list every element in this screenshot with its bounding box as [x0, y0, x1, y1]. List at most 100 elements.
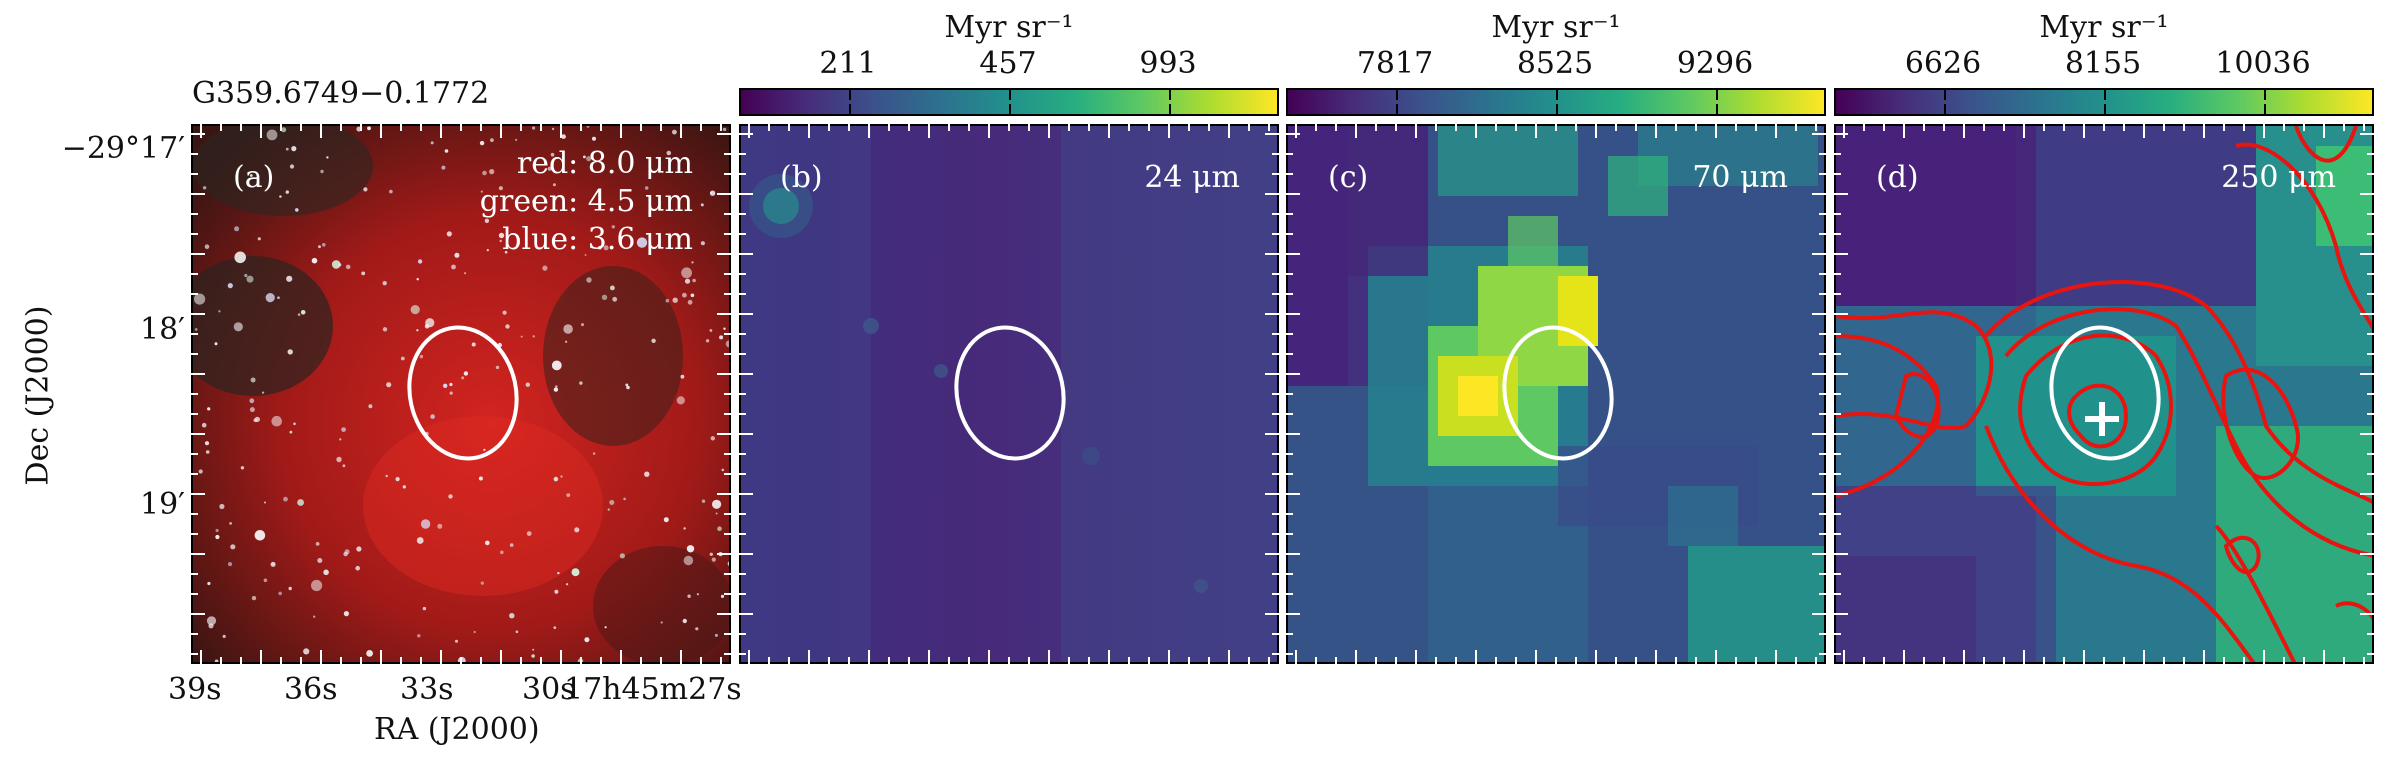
star: [208, 623, 214, 629]
star: [449, 382, 453, 387]
star: [229, 522, 232, 525]
star: [227, 562, 233, 567]
star: [410, 305, 420, 315]
star: [592, 452, 596, 455]
star: [344, 549, 350, 555]
star: [701, 499, 706, 503]
star: [497, 342, 502, 348]
star: [473, 630, 476, 634]
star: [222, 634, 226, 638]
colorbar-24um: [739, 88, 1279, 116]
star: [526, 531, 532, 536]
colorbar-unit-d: Myr sr⁻¹: [2039, 10, 2169, 45]
star: [204, 244, 210, 249]
star: [441, 165, 446, 170]
star: [550, 152, 555, 157]
colorbar-tick: 8525: [1516, 46, 1594, 81]
star: [367, 126, 371, 131]
star: [215, 528, 219, 533]
star: [623, 497, 626, 501]
rgb-legend-red: red: 8.0 μm: [516, 146, 693, 181]
band-label-c: 70 μm: [1692, 160, 1788, 195]
star: [205, 450, 210, 454]
panel-d-250um-image: [1834, 124, 2374, 664]
star: [610, 285, 615, 291]
star: [331, 260, 341, 269]
star: [356, 126, 362, 132]
star: [563, 324, 573, 334]
star: [214, 659, 219, 662]
dec-tick-label: −29°17′: [61, 131, 185, 166]
star: [471, 342, 476, 347]
star: [451, 264, 456, 270]
star: [295, 208, 299, 212]
star: [368, 404, 373, 409]
star: [254, 530, 266, 541]
ra-tick-label: 33s: [400, 672, 454, 707]
star: [547, 166, 552, 171]
star: [449, 391, 453, 395]
source-title: G359.6749−0.1772: [192, 76, 490, 111]
panel-b-24um-image: [739, 124, 1279, 664]
star: [644, 471, 650, 477]
star: [502, 310, 507, 315]
star: [690, 293, 695, 298]
ra-tick-label: 30s: [522, 672, 576, 707]
colorbar-tick: 993: [1139, 46, 1197, 81]
star: [598, 245, 602, 250]
star: [687, 299, 693, 305]
star: [263, 578, 268, 583]
star: [361, 271, 366, 276]
star: [446, 231, 452, 237]
star: [533, 662, 536, 664]
star: [297, 499, 304, 506]
star: [194, 293, 206, 305]
star: [448, 494, 453, 499]
star: [553, 476, 559, 482]
star: [489, 169, 495, 175]
star: [234, 251, 246, 264]
star: [249, 407, 255, 413]
colorbar-tick: 457: [979, 46, 1037, 81]
star: [626, 385, 630, 390]
star: [700, 203, 704, 207]
star: [320, 169, 324, 174]
star: [318, 245, 321, 249]
star: [705, 339, 710, 343]
star: [424, 324, 430, 329]
star: [461, 376, 465, 380]
star: [500, 550, 504, 555]
star: [553, 626, 557, 629]
star: [715, 512, 718, 515]
star: [561, 134, 566, 139]
star: [219, 503, 225, 510]
star: [710, 191, 713, 194]
star: [584, 254, 587, 256]
star: [581, 323, 584, 327]
star: [422, 606, 427, 611]
star: [586, 126, 590, 128]
star: [345, 264, 351, 270]
star: [313, 615, 316, 618]
dec-tick-label: 19′: [140, 487, 185, 522]
star: [315, 542, 320, 546]
star: [278, 591, 282, 596]
star: [485, 540, 490, 546]
star: [249, 174, 253, 177]
panel-label-b: (b): [780, 160, 823, 195]
panel-label-d: (d): [1876, 160, 1919, 195]
star: [271, 415, 282, 427]
star: [583, 155, 586, 159]
star: [532, 126, 536, 130]
star: [201, 422, 207, 428]
star: [498, 232, 505, 239]
star: [266, 129, 278, 141]
star: [484, 218, 490, 223]
star: [214, 342, 218, 346]
star: [711, 557, 716, 562]
star: [323, 569, 329, 576]
star: [277, 296, 280, 299]
star: [480, 581, 484, 585]
star: [700, 241, 705, 246]
star: [586, 156, 592, 162]
